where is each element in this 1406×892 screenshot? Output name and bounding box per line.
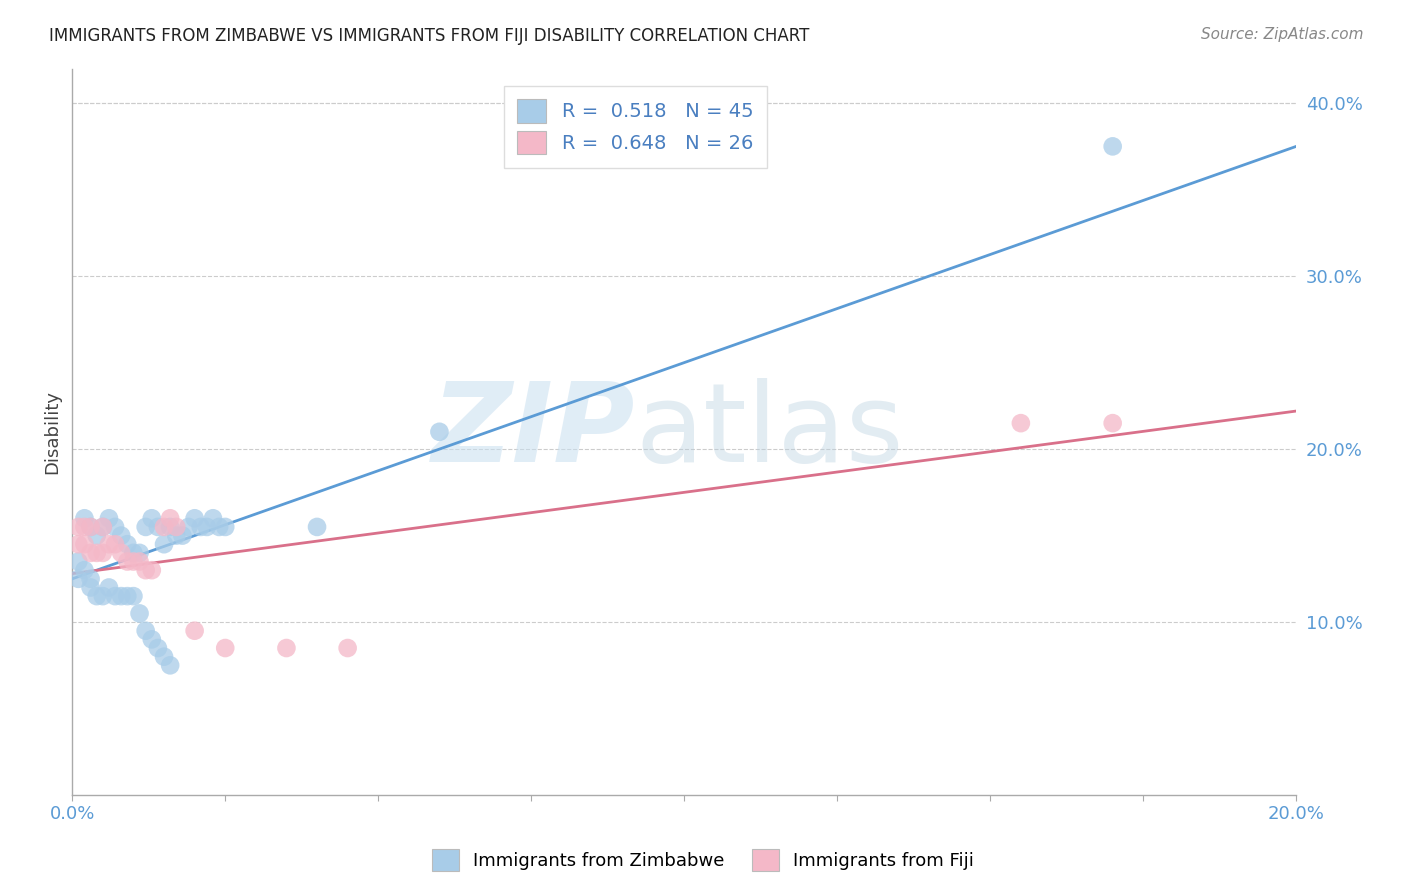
Point bbox=[141, 511, 163, 525]
Point bbox=[91, 546, 114, 560]
Point bbox=[128, 607, 150, 621]
Point bbox=[110, 528, 132, 542]
Point bbox=[91, 520, 114, 534]
Point bbox=[128, 555, 150, 569]
Point bbox=[86, 528, 108, 542]
Point bbox=[159, 658, 181, 673]
Point bbox=[104, 589, 127, 603]
Point bbox=[208, 520, 231, 534]
Point bbox=[214, 640, 236, 655]
Point bbox=[153, 537, 176, 551]
Point bbox=[1101, 416, 1123, 430]
Point bbox=[195, 520, 218, 534]
Point bbox=[79, 546, 101, 560]
Point bbox=[183, 624, 205, 638]
Point bbox=[73, 511, 96, 525]
Point bbox=[1101, 139, 1123, 153]
Point bbox=[79, 520, 101, 534]
Point bbox=[190, 520, 212, 534]
Point bbox=[117, 537, 139, 551]
Point bbox=[146, 640, 169, 655]
Point bbox=[79, 581, 101, 595]
Point bbox=[73, 537, 96, 551]
Point bbox=[67, 520, 90, 534]
Text: Source: ZipAtlas.com: Source: ZipAtlas.com bbox=[1201, 27, 1364, 42]
Point bbox=[86, 589, 108, 603]
Point bbox=[104, 520, 127, 534]
Point bbox=[104, 537, 127, 551]
Point bbox=[135, 624, 157, 638]
Point bbox=[67, 572, 90, 586]
Point bbox=[97, 511, 120, 525]
Point bbox=[73, 520, 96, 534]
Point bbox=[110, 589, 132, 603]
Point bbox=[172, 528, 194, 542]
Point bbox=[183, 511, 205, 525]
Point bbox=[110, 546, 132, 560]
Point bbox=[97, 581, 120, 595]
Y-axis label: Disability: Disability bbox=[44, 390, 60, 474]
Point bbox=[122, 555, 145, 569]
Point bbox=[141, 563, 163, 577]
Point bbox=[117, 589, 139, 603]
Point bbox=[336, 640, 359, 655]
Point bbox=[135, 563, 157, 577]
Legend: Immigrants from Zimbabwe, Immigrants from Fiji: Immigrants from Zimbabwe, Immigrants fro… bbox=[425, 842, 981, 879]
Point bbox=[429, 425, 451, 439]
Point bbox=[86, 546, 108, 560]
Point bbox=[214, 520, 236, 534]
Point bbox=[159, 511, 181, 525]
Text: atlas: atlas bbox=[636, 378, 904, 485]
Point bbox=[165, 520, 187, 534]
Point bbox=[67, 537, 90, 551]
Point bbox=[153, 520, 176, 534]
Point bbox=[117, 555, 139, 569]
Point bbox=[305, 520, 328, 534]
Point bbox=[67, 555, 90, 569]
Point bbox=[97, 537, 120, 551]
Point bbox=[1010, 416, 1032, 430]
Point bbox=[79, 520, 101, 534]
Point bbox=[122, 589, 145, 603]
Legend: R =  0.518   N = 45, R =  0.648   N = 26: R = 0.518 N = 45, R = 0.648 N = 26 bbox=[503, 86, 768, 168]
Point bbox=[122, 546, 145, 560]
Point bbox=[201, 511, 224, 525]
Point bbox=[128, 546, 150, 560]
Point bbox=[141, 632, 163, 647]
Point bbox=[276, 640, 298, 655]
Point bbox=[146, 520, 169, 534]
Point bbox=[91, 589, 114, 603]
Point bbox=[79, 572, 101, 586]
Point bbox=[135, 520, 157, 534]
Point bbox=[91, 520, 114, 534]
Point bbox=[165, 528, 187, 542]
Point bbox=[73, 563, 96, 577]
Point bbox=[153, 649, 176, 664]
Text: ZIP: ZIP bbox=[432, 378, 636, 485]
Text: IMMIGRANTS FROM ZIMBABWE VS IMMIGRANTS FROM FIJI DISABILITY CORRELATION CHART: IMMIGRANTS FROM ZIMBABWE VS IMMIGRANTS F… bbox=[49, 27, 810, 45]
Point bbox=[177, 520, 200, 534]
Point bbox=[159, 520, 181, 534]
